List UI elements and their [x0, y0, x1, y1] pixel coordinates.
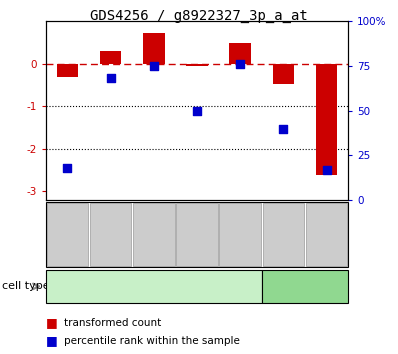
Bar: [316, 64, 338, 175]
Text: ■: ■: [46, 334, 58, 347]
Text: GDS4256 / g8922327_3p_a_at: GDS4256 / g8922327_3p_a_at: [90, 9, 308, 23]
Text: cell type: cell type: [2, 281, 50, 291]
Bar: [143, 33, 165, 64]
Bar: [57, 64, 78, 78]
Text: GSM501253: GSM501253: [236, 209, 245, 260]
Text: GSM501255: GSM501255: [322, 209, 331, 260]
Text: percentile rank within the sample: percentile rank within the sample: [64, 336, 240, 346]
Text: ■: ■: [46, 316, 58, 329]
Text: GSM501251: GSM501251: [149, 209, 158, 260]
Text: GSM501249: GSM501249: [63, 209, 72, 260]
Point: [107, 76, 114, 81]
Bar: [229, 42, 251, 64]
Point: [150, 63, 157, 69]
Text: normal lung
parenchyma: normal lung parenchyma: [277, 277, 333, 296]
Bar: [273, 64, 294, 84]
Text: GSM501252: GSM501252: [193, 209, 201, 260]
Point: [324, 167, 330, 172]
Text: GSM501250: GSM501250: [106, 209, 115, 260]
Point: [194, 108, 200, 113]
Point: [237, 61, 244, 67]
Point: [280, 126, 287, 131]
Point: [64, 165, 70, 171]
Bar: [100, 51, 121, 64]
Text: caseous TB granulomas: caseous TB granulomas: [92, 281, 216, 291]
Bar: [186, 64, 208, 66]
Text: transformed count: transformed count: [64, 318, 161, 328]
Text: GSM501254: GSM501254: [279, 209, 288, 260]
